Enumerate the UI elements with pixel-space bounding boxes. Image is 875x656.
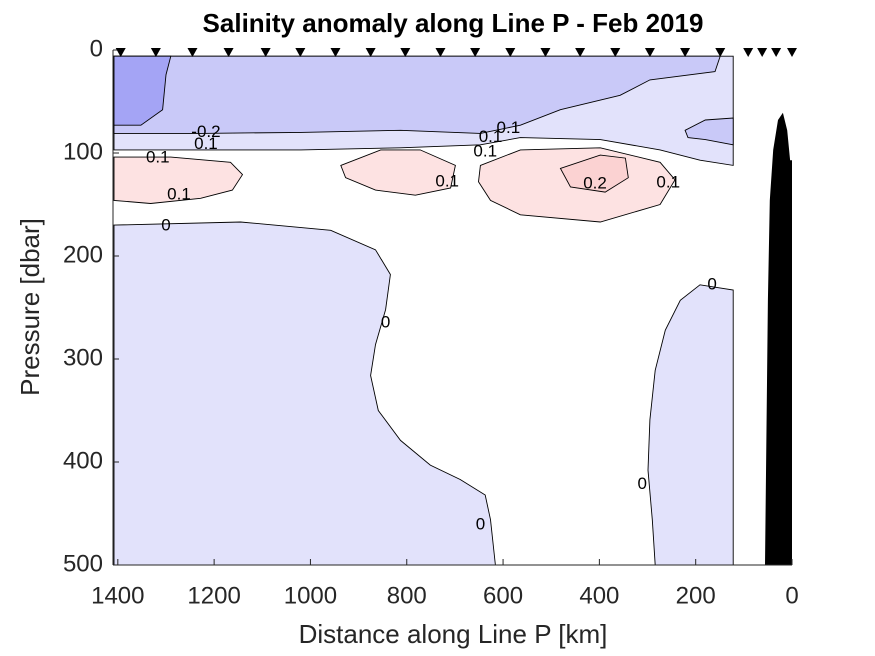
contour-region	[113, 55, 172, 126]
contour-region	[559, 154, 629, 193]
y-tick-label: 400	[63, 447, 103, 474]
contour-label: 0	[707, 274, 716, 293]
station-marker	[187, 48, 198, 57]
contour-label: 0.1	[497, 118, 521, 137]
station-marker	[610, 48, 621, 57]
contour-region	[113, 55, 721, 134]
contour-label: 0.1	[473, 141, 497, 160]
chart-title: Salinity anomaly along Line P - Feb 2019	[203, 8, 704, 38]
contour-region	[113, 221, 496, 566]
x-tick-label: 400	[579, 582, 619, 609]
x-tick-label: 1200	[187, 582, 240, 609]
x-tick-label: 1400	[91, 582, 144, 609]
x-axis-label: Distance along Line P [km]	[299, 619, 608, 649]
y-tick-label: 200	[63, 241, 103, 268]
station-marker	[400, 48, 411, 57]
y-tick-label: 500	[63, 550, 103, 577]
contour-region	[684, 117, 734, 146]
contour-region	[647, 284, 734, 566]
contour-label: -0.2	[191, 122, 220, 141]
x-tick-label: 600	[483, 582, 523, 609]
station-marker	[575, 48, 586, 57]
contour-label: 0	[381, 312, 390, 331]
station-marker	[540, 48, 551, 57]
x-tick-label: 1000	[284, 582, 337, 609]
x-tick-label: 0	[785, 582, 798, 609]
contour-label: 0.1	[146, 148, 170, 167]
contour-label: 0	[476, 514, 485, 533]
contour-label: 0.1	[194, 134, 218, 153]
y-tick-label: 0	[90, 35, 103, 62]
contour-label: 0.1	[656, 172, 680, 191]
station-marker	[470, 48, 481, 57]
x-tick-label: 800	[387, 582, 427, 609]
contour-label: 0.2	[583, 173, 607, 192]
station-marker	[644, 48, 655, 57]
contour-label: 0.1	[479, 127, 503, 146]
contour-region	[113, 156, 244, 204]
station-marker	[435, 48, 446, 57]
contour-label: 0	[638, 474, 647, 493]
station-marker	[715, 48, 726, 57]
station-marker	[505, 48, 516, 57]
contour-label: 0.1	[435, 171, 459, 190]
station-marker	[330, 48, 341, 57]
y-tick-label: 100	[63, 138, 103, 165]
station-marker	[260, 48, 271, 57]
bathymetry	[765, 112, 792, 566]
contour-label: 0.1	[167, 185, 191, 204]
station-marker	[295, 48, 306, 57]
y-axis-label: Pressure [dbar]	[15, 218, 45, 396]
contour-label: 0	[161, 216, 170, 235]
x-tick-label: 200	[676, 582, 716, 609]
station-marker	[771, 48, 782, 57]
station-marker	[365, 48, 376, 57]
station-marker	[680, 48, 691, 57]
station-marker	[787, 48, 797, 57]
contour-region	[340, 149, 456, 196]
y-tick-label: 300	[63, 344, 103, 371]
station-marker	[223, 48, 234, 57]
station-marker	[150, 48, 161, 57]
station-marker	[743, 48, 754, 57]
station-marker	[115, 48, 126, 57]
station-marker	[757, 48, 768, 57]
